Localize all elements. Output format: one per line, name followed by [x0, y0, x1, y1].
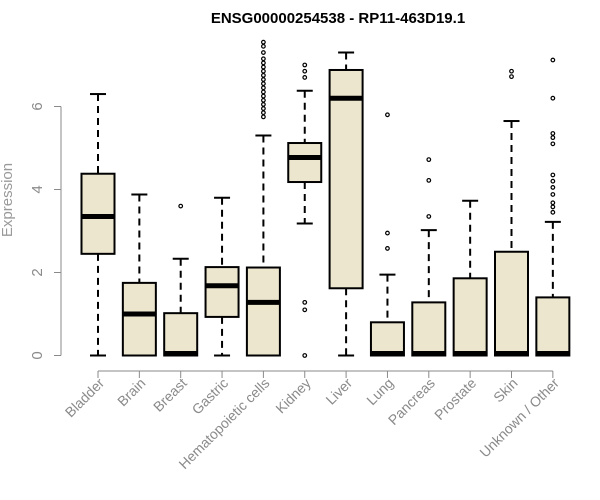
outlier-point: [550, 178, 556, 184]
box-iqr: [287, 142, 323, 184]
outlier-point: [550, 209, 556, 215]
outlier-point: [550, 192, 556, 197]
outlier-point: [550, 131, 556, 136]
outlier-point: [550, 200, 556, 206]
outlier-point: [302, 353, 308, 358]
outlier-point: [385, 112, 390, 118]
y-tick-label: 6: [29, 102, 46, 110]
outlier-point: [426, 177, 432, 183]
outlier-point: [261, 85, 266, 91]
y-axis-label: Expression: [0, 163, 16, 237]
outlier-point: [302, 68, 308, 74]
x-tick-label: Skin: [490, 375, 521, 406]
box-kidney: [287, 62, 323, 358]
box-hematopoietic-cells: [245, 39, 281, 357]
box-iqr: [121, 281, 157, 357]
outlier-point: [302, 75, 308, 80]
outlier-point: [261, 102, 266, 107]
box-bladder: [80, 93, 116, 357]
y-tick-label: 2: [29, 268, 46, 276]
box-liver: [328, 51, 364, 357]
box-iqr: [204, 266, 240, 318]
y-axis: 0 2 4 6: [29, 102, 62, 360]
box-iqr: [163, 312, 199, 357]
outlier-point: [550, 141, 556, 147]
outlier-point: [302, 299, 308, 305]
box-iqr: [494, 250, 529, 357]
outlier-point: [261, 39, 266, 45]
outlier-point: [426, 214, 432, 219]
outlier-point: [426, 157, 432, 163]
boxes-group: [80, 39, 571, 358]
outlier-point: [550, 172, 556, 178]
outlier-point: [261, 56, 266, 62]
outlier-point: [261, 43, 266, 49]
outlier-point: [261, 64, 266, 70]
outlier-point: [261, 114, 266, 120]
box-skin: [494, 68, 529, 357]
box-iqr: [452, 277, 488, 357]
outlier-point: [261, 81, 266, 87]
outlier-point: [550, 95, 556, 101]
y-tick-label: 0: [29, 351, 46, 359]
x-tick-label: Prostate: [431, 375, 479, 423]
outlier-point: [178, 203, 184, 209]
box-iqr: [535, 296, 571, 357]
x-tick-label: Breast: [150, 375, 190, 415]
box-lung: [369, 112, 405, 357]
outlier-point: [261, 60, 266, 66]
box-iqr: [369, 321, 405, 357]
outlier-point: [385, 230, 390, 236]
outlier-point: [261, 72, 266, 78]
outlier-point: [261, 77, 266, 82]
outlier-point: [261, 50, 266, 55]
outlier-point: [261, 106, 266, 111]
outlier-point: [385, 246, 390, 251]
outlier-point: [550, 204, 556, 210]
outlier-point: [261, 97, 266, 103]
box-iqr: [80, 172, 116, 255]
x-tick-label: Bladder: [62, 375, 108, 421]
outlier-point: [261, 93, 266, 99]
outlier-point: [302, 307, 308, 313]
y-tick-label: 4: [29, 185, 46, 193]
outlier-point: [261, 68, 266, 74]
x-tick-label: Lung: [363, 375, 396, 408]
outlier-point: [261, 110, 266, 116]
box-gastric: [204, 196, 240, 357]
x-tick-label: Brain: [114, 375, 148, 409]
box-iqr: [328, 68, 364, 290]
outlier-point: [509, 74, 514, 80]
x-tick-label: Liver: [322, 375, 355, 408]
box-iqr: [411, 301, 447, 357]
box-unknown-other: [535, 57, 571, 357]
outlier-point: [509, 68, 514, 74]
outlier-point: [302, 62, 308, 68]
box-iqr: [245, 266, 281, 357]
chart-title: ENSG00000254538 - RP11-463D19.1: [211, 10, 465, 27]
box-prostate: [452, 199, 488, 357]
box-breast: [163, 203, 199, 357]
outlier-point: [550, 185, 556, 190]
outlier-point: [550, 135, 556, 141]
box-pancreas: [411, 157, 447, 357]
box-brain: [121, 193, 157, 357]
outlier-point: [261, 89, 266, 95]
outlier-point: [550, 57, 556, 63]
x-tick-label: Kidney: [272, 375, 314, 417]
